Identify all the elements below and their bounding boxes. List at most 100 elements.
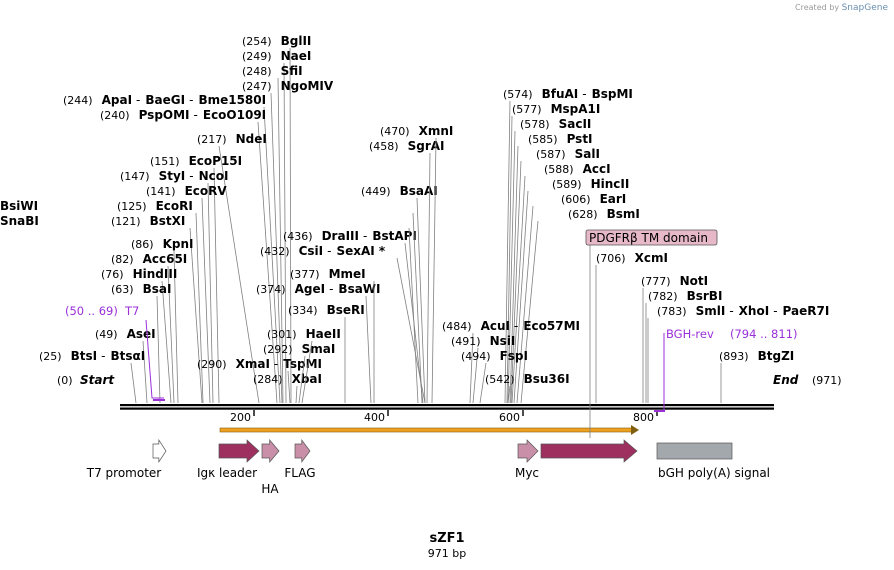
enzyme-name: SacII <box>559 117 592 131</box>
site-agei[interactable]: (374) AgeI - BsaWI <box>256 282 381 404</box>
enzyme-name: BsrBI <box>687 289 723 303</box>
site-position: (436) <box>283 230 313 243</box>
enzyme-name: XmnI <box>419 124 454 138</box>
site-acc65i[interactable]: (82) Acc65I <box>111 252 187 404</box>
site-bsrbi[interactable]: (782) BsrBI <box>645 289 723 403</box>
site-position: (542) <box>485 373 515 386</box>
site-position: (82) <box>111 253 134 266</box>
enzyme-name: EarI <box>600 192 627 206</box>
feature-label: PDGFRβ TM domain <box>589 231 708 245</box>
site-noti[interactable]: (777) NotI <box>641 274 708 403</box>
site-bsmi[interactable]: (628) BsmI <box>520 207 640 404</box>
map-size: 971 bp <box>427 547 467 560</box>
site-position: (494) <box>461 350 491 363</box>
enzyme-name: SfiI <box>281 64 303 78</box>
site-ecorv[interactable]: (141) EcoRV <box>146 184 228 404</box>
feature-ha[interactable]: HA <box>261 439 280 496</box>
site-bsaai[interactable]: (449) BsaAI <box>361 184 438 404</box>
site-kpni[interactable]: (86) KpnI <box>131 237 194 404</box>
enzyme-name: AccI <box>583 162 611 176</box>
site-position: (217) <box>197 133 227 146</box>
site-ndei[interactable]: (217) NdeI <box>197 132 267 404</box>
site-bstxi[interactable]: (121) BstXI <box>111 214 203 404</box>
site-bsu36i[interactable]: (542) Bsu36I <box>485 372 570 404</box>
site-styi[interactable]: (147) StyI - NcoI <box>120 169 228 404</box>
site-position: (63) <box>111 283 134 296</box>
feature-t7-promoter[interactable]: T7 promoter <box>86 438 167 480</box>
site-smli[interactable]: (783) SmlI - XhoI - PaeR7I <box>647 304 829 403</box>
enzyme-name: SnaBI <box>0 214 39 228</box>
feature-myc[interactable]: Myc <box>515 439 539 480</box>
site-sfii[interactable]: (248) SfiI <box>242 64 303 404</box>
enzyme-name: CsiI <box>299 244 324 258</box>
site-xmai[interactable]: (290) XmaI - TspMI <box>197 357 322 404</box>
snapgene-logo-text: SnapGene <box>841 3 888 13</box>
site-bglii[interactable]: (254) BglII <box>242 34 311 404</box>
site-position: (783) <box>657 305 687 318</box>
site-position: (782) <box>648 290 678 303</box>
primer-t7-range: (50 .. 69) <box>65 304 118 318</box>
start-position: (0) <box>57 374 73 387</box>
site-ecop15i[interactable]: (151) EcoP15I <box>150 154 243 404</box>
site-separator: - <box>194 108 198 122</box>
map-title: sZF1 <box>429 531 465 546</box>
site-naei[interactable]: (249) NaeI <box>242 49 311 404</box>
enzyme-name: SgrAI <box>408 139 445 153</box>
site-xbai[interactable]: (284) XbaI <box>253 372 322 404</box>
enzyme-name: EcoP15I <box>189 154 243 168</box>
scale-tick-label: 200 <box>230 411 251 424</box>
site-nsii[interactable]: (491) NsiI <box>451 334 516 404</box>
site-bseri[interactable]: (334) BseRI <box>288 303 365 403</box>
site-ngomiv[interactable]: (247) NgoMIV <box>242 79 334 404</box>
site-position: (432) <box>260 245 290 258</box>
enzyme-name: AgeI <box>295 282 325 296</box>
site-acui[interactable]: (484) AcuI - Eco57MI <box>442 319 580 404</box>
feature-igk-leader[interactable]: Igκ leader <box>197 439 260 480</box>
site-sali[interactable]: (587) SalI <box>510 147 600 404</box>
site-ecori[interactable]: (125) EcoRI <box>117 199 204 404</box>
site-btsi[interactable]: (25) BtsI - BtsαI <box>39 349 145 404</box>
site-bsai[interactable]: (63) BsaI <box>111 282 171 404</box>
site-position: (125) <box>117 200 147 213</box>
site-eari[interactable]: (606) EarI <box>516 192 627 404</box>
site-bfuai[interactable]: (574) BfuAI - BspMI <box>503 87 633 404</box>
feature-pdgfrb-tm-domain[interactable]: PDGFRβ TM domain <box>540 229 718 463</box>
site-apai[interactable]: (244) ApaI - BaeGI - Bme1580I <box>63 93 281 404</box>
site-haeii[interactable]: (301) HaeII <box>267 327 341 404</box>
primer-bgh-rev[interactable]: BGH-rev (794 .. 811) <box>654 327 798 412</box>
enzyme-name: BaeGI <box>145 93 185 107</box>
site-position: (240) <box>100 109 130 122</box>
site-bsiwi[interactable]: BsiWI <box>0 199 423 404</box>
site-position: (141) <box>146 185 176 198</box>
enzyme-name: BsiWI <box>0 199 38 213</box>
enzyme-name: NsiI <box>490 334 516 348</box>
site-snabi[interactable]: SnaBI <box>0 214 419 404</box>
primer-t7[interactable]: (50 .. 69) T7 <box>65 304 165 401</box>
site-fspi[interactable]: (494) FspI <box>461 349 528 404</box>
site-position: (589) <box>552 178 582 191</box>
site-sgrai[interactable]: (458) SgrAI <box>369 139 445 404</box>
enzyme-name: BtsαI <box>110 349 145 363</box>
feature-flag[interactable]: FLAG <box>284 438 316 480</box>
site-sacii[interactable]: (578) SacII <box>507 117 592 404</box>
primer-bgh-rev-range: (794 .. 811) <box>730 327 798 341</box>
site-btgzi[interactable]: (893) BtgZI <box>719 349 794 403</box>
site-mmei[interactable]: (377) MmeI <box>290 267 375 403</box>
site-position: (777) <box>641 275 671 288</box>
site-xmni[interactable]: (470) XmnI <box>380 124 454 404</box>
orf-arrow[interactable] <box>219 425 639 435</box>
site-xcmi[interactable]: (706) XcmI <box>595 251 668 403</box>
feature-bgh-polya-signal[interactable]: bGH poly(A) signal <box>656 442 770 480</box>
site-acci[interactable]: (588) AccI <box>511 162 611 404</box>
site-mspa1i[interactable]: (577) MspA1I <box>506 102 600 404</box>
scale-tick-label: 600 <box>499 411 520 424</box>
enzyme-name: EcoRV <box>185 184 228 198</box>
site-hincii[interactable]: (589) HincII <box>513 177 629 404</box>
enzyme-name: BsmI <box>607 207 640 221</box>
site-csii[interactable]: (432) CsiI - SexAI * <box>260 244 426 404</box>
site-pspomi[interactable]: (240) PspOMI - EcoO109I <box>100 108 278 404</box>
site-hindiii[interactable]: (76) HindIII <box>101 267 177 404</box>
site-psti[interactable]: (585) PstI <box>509 132 593 404</box>
site-asei[interactable]: (49) AseI <box>95 327 156 404</box>
site-position: (86) <box>131 238 154 251</box>
